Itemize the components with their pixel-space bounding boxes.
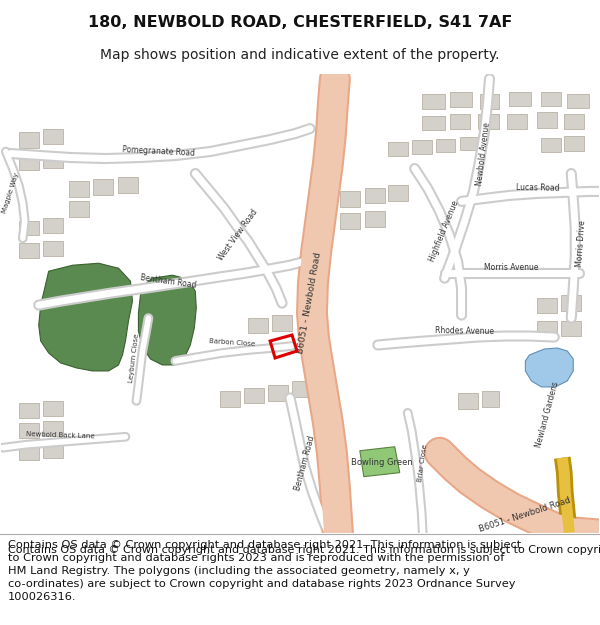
Text: West View Road: West View Road [217,208,260,262]
Polygon shape [19,132,39,148]
Polygon shape [538,112,557,128]
Polygon shape [268,385,288,401]
Polygon shape [248,318,268,333]
Polygon shape [449,114,470,129]
Polygon shape [43,241,62,256]
Polygon shape [365,211,385,227]
Text: Barbon Close: Barbon Close [209,338,256,348]
Polygon shape [292,381,312,397]
Polygon shape [244,388,264,403]
Text: Leyburn Close: Leyburn Close [128,333,140,383]
Polygon shape [19,422,39,437]
Polygon shape [19,445,39,460]
Polygon shape [43,421,62,436]
Polygon shape [422,116,445,129]
Text: Briar Close: Briar Close [417,444,428,482]
Text: Rhodes Avenue: Rhodes Avenue [435,326,494,336]
Polygon shape [43,218,62,233]
Polygon shape [139,275,196,365]
Text: Contains OS data © Crown copyright and database right 2021. This information is : Contains OS data © Crown copyright and d… [8,544,600,554]
Polygon shape [388,142,408,156]
Polygon shape [436,139,455,151]
Polygon shape [19,221,39,235]
Polygon shape [561,295,581,311]
Polygon shape [478,114,499,129]
Polygon shape [360,447,400,477]
Text: B6051 - Newbold Road: B6051 - Newbold Road [478,496,571,534]
Polygon shape [272,315,292,331]
Polygon shape [43,129,62,144]
Text: Pomegranate Road: Pomegranate Road [122,145,195,158]
Polygon shape [509,92,532,106]
Polygon shape [43,401,62,416]
Text: Newland Gardens: Newland Gardens [534,381,560,449]
Polygon shape [541,138,561,151]
Text: Lucas Road: Lucas Road [515,182,559,192]
Polygon shape [508,114,527,129]
Polygon shape [538,298,557,313]
Text: Contains OS data © Crown copyright and database right 2021. This information is : Contains OS data © Crown copyright and d… [8,539,521,602]
Polygon shape [19,156,39,171]
Polygon shape [458,393,478,409]
Polygon shape [118,177,139,193]
Text: Magpie Way: Magpie Way [1,173,20,214]
Polygon shape [340,191,360,208]
Polygon shape [43,154,62,169]
Polygon shape [19,403,39,418]
Polygon shape [564,114,584,129]
Polygon shape [567,94,589,108]
Text: Newbold Back Lane: Newbold Back Lane [26,431,95,439]
Polygon shape [541,92,561,106]
Text: Bentham Road: Bentham Road [140,272,197,289]
Polygon shape [561,321,581,336]
Polygon shape [482,391,499,407]
Text: Bentham Road: Bentham Road [293,434,317,491]
Polygon shape [388,186,408,201]
Text: B6051 - Newbold Road: B6051 - Newbold Road [296,252,323,354]
Polygon shape [479,94,499,109]
Polygon shape [564,136,584,151]
Text: Map shows position and indicative extent of the property.: Map shows position and indicative extent… [100,48,500,62]
Text: Newbold Avenue: Newbold Avenue [475,121,492,186]
Polygon shape [412,139,431,154]
Polygon shape [68,181,89,198]
Polygon shape [340,213,360,229]
Polygon shape [43,442,62,458]
Polygon shape [449,92,472,107]
Text: Morris Avenue: Morris Avenue [484,262,539,272]
Polygon shape [19,243,39,258]
Text: Bowling Green: Bowling Green [351,458,413,468]
Text: 180, NEWBOLD ROAD, CHESTERFIELD, S41 7AF: 180, NEWBOLD ROAD, CHESTERFIELD, S41 7AF [88,14,512,29]
Text: Morris Drive: Morris Drive [575,219,587,267]
Polygon shape [460,137,478,149]
Polygon shape [220,391,240,407]
Text: Highfield Avenue: Highfield Avenue [427,199,460,263]
Polygon shape [39,263,133,371]
Polygon shape [68,201,89,217]
Polygon shape [365,189,385,203]
Polygon shape [526,348,573,387]
Polygon shape [538,321,557,336]
Polygon shape [92,179,113,196]
Polygon shape [422,94,445,109]
